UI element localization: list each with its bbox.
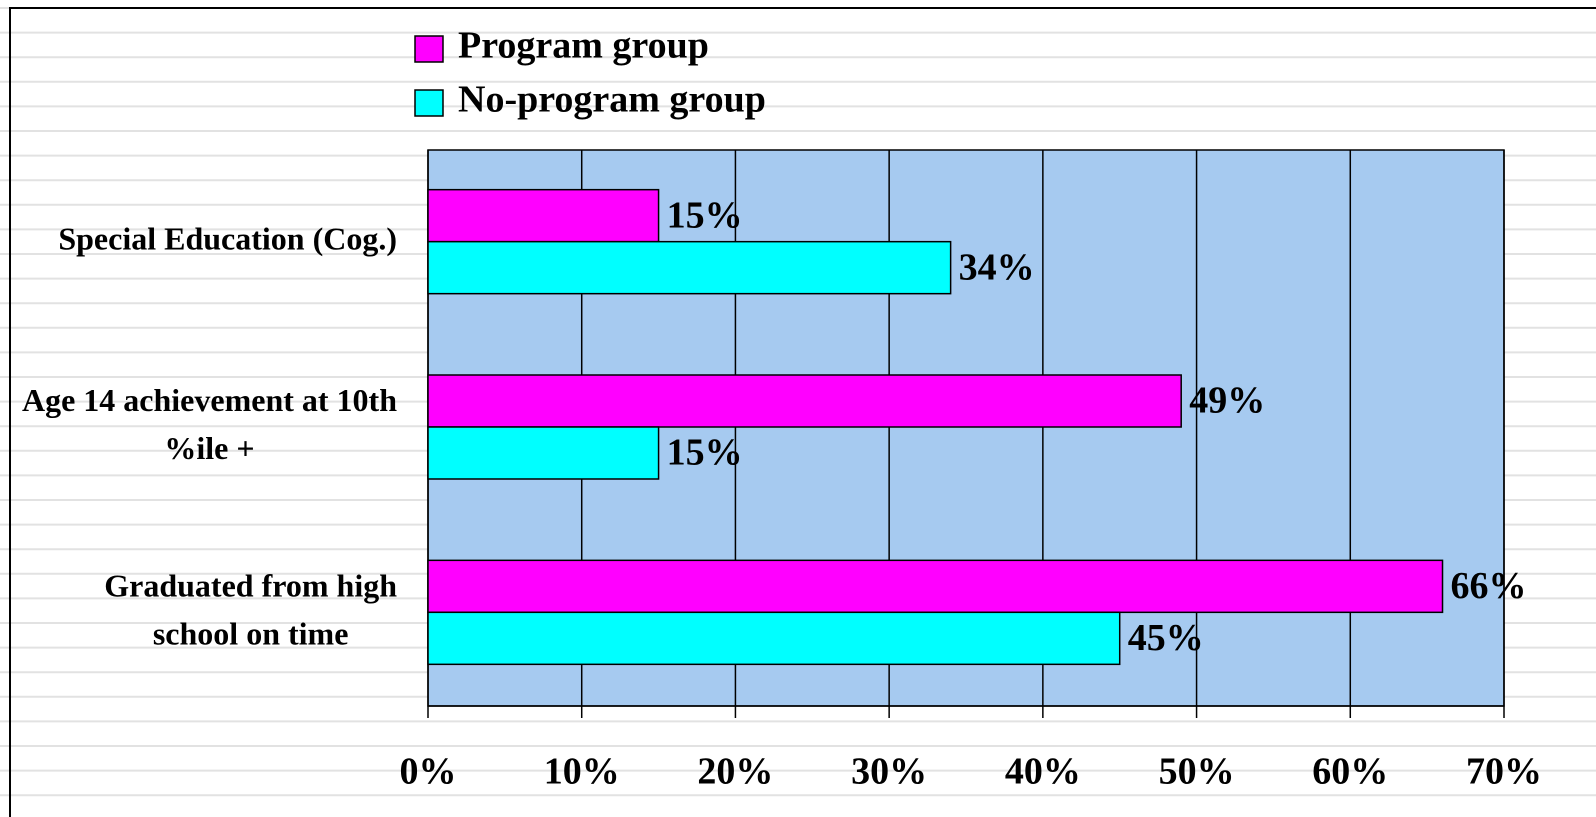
x-tick-label: 70% — [1466, 751, 1542, 793]
x-tick-label: 10% — [544, 751, 620, 793]
x-tick-label: 50% — [1159, 751, 1235, 793]
bar — [427, 426, 660, 480]
x-tick-label: 0% — [400, 751, 457, 793]
x-tick-label: 60% — [1312, 751, 1388, 793]
value-label: 15% — [667, 194, 743, 236]
frame — [9, 7, 1596, 817]
x-tick-label: 20% — [697, 751, 773, 793]
y-tick-label: Special Education (Cog.) — [58, 221, 397, 257]
value-label: 34% — [959, 246, 1035, 288]
bar — [427, 240, 952, 295]
y-tick-label: Age 14 achievement at 10th %ile + — [22, 382, 397, 466]
bar — [427, 374, 1182, 428]
value-label: 45% — [1128, 617, 1204, 659]
bar — [427, 559, 1444, 614]
value-label: 66% — [1451, 565, 1527, 607]
bar — [427, 188, 660, 243]
y-tick-label: Graduated from high school on time — [104, 568, 397, 652]
value-label: 49% — [1189, 380, 1265, 422]
legend-swatch — [414, 89, 444, 117]
x-tick-label: 30% — [851, 751, 927, 793]
value-label: 15% — [667, 432, 743, 474]
legend-label: Program group — [458, 25, 709, 67]
legend-label: No-program group — [458, 79, 766, 121]
bar — [427, 611, 1121, 666]
x-tick-label: 40% — [1005, 751, 1081, 793]
legend-swatch — [414, 35, 444, 63]
